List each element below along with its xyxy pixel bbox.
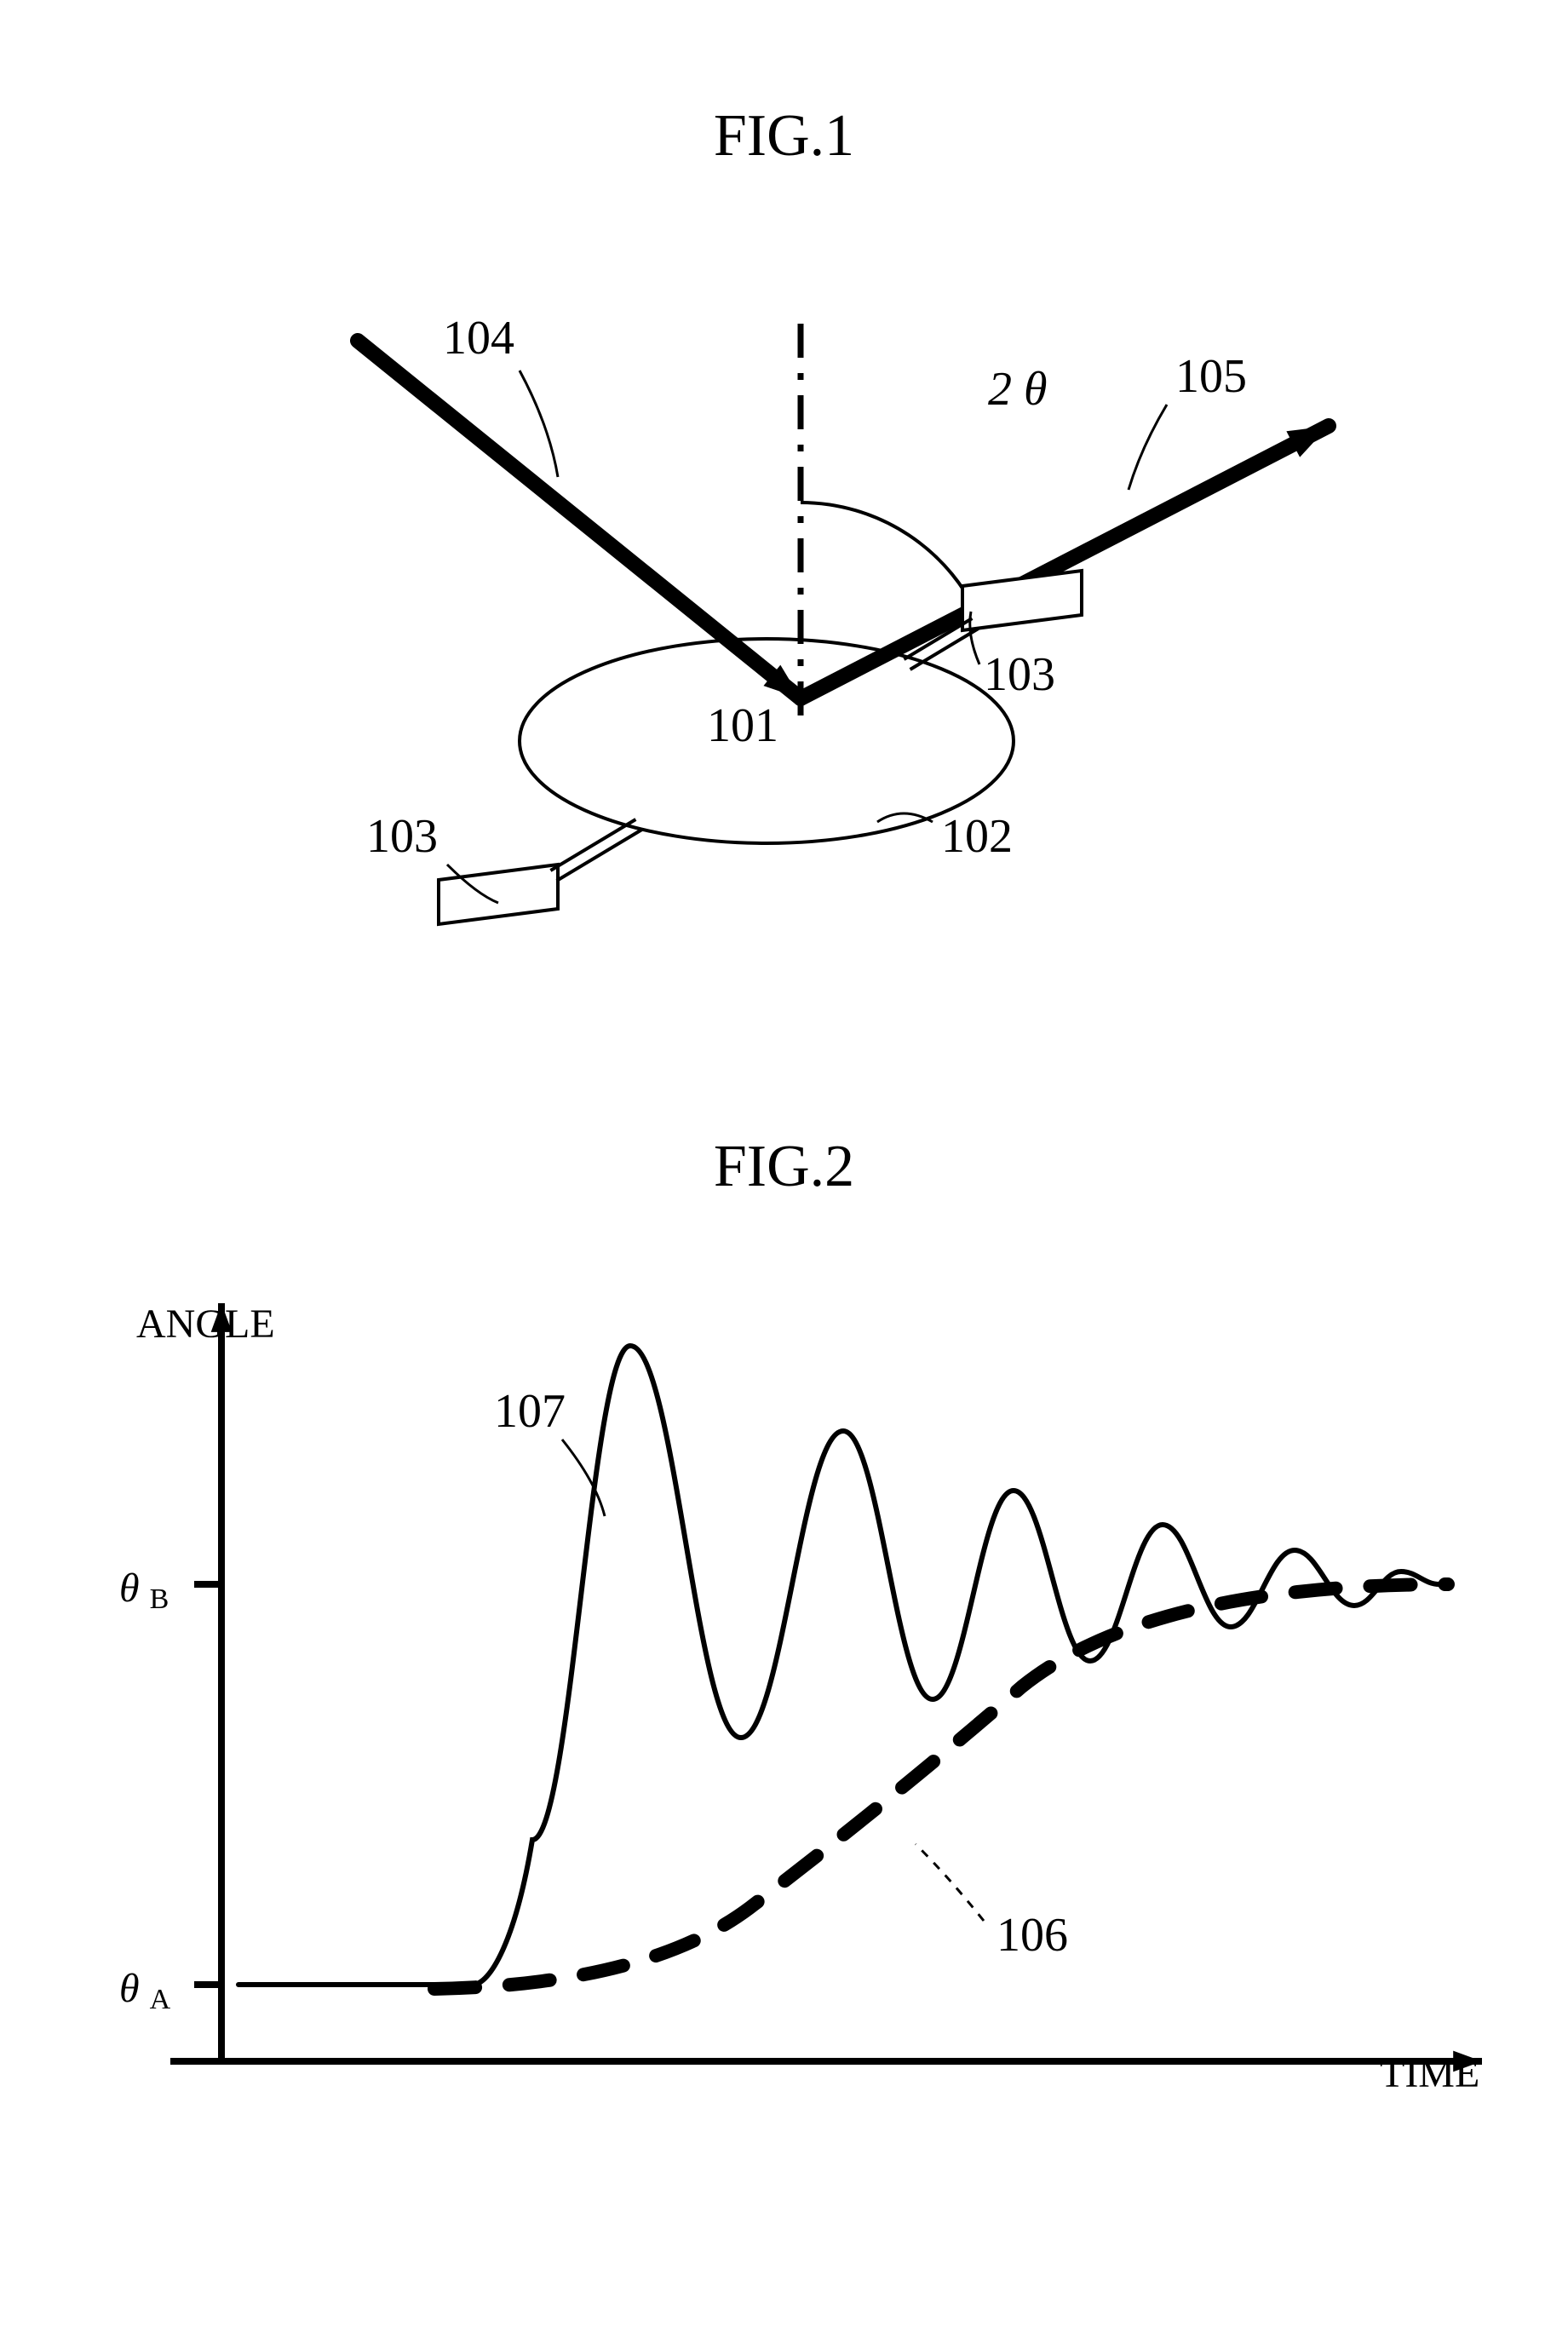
diffracted-beam bbox=[801, 426, 1329, 698]
electrode-arm bbox=[557, 830, 642, 881]
two-theta-arc bbox=[801, 503, 981, 622]
ref-label-102: 102 bbox=[941, 810, 1013, 863]
ref-label-107: 107 bbox=[494, 1385, 566, 1438]
ref-label-105: 105 bbox=[1175, 350, 1247, 403]
incident-beam bbox=[358, 341, 801, 698]
fig2-chart: ANGLE TIME θ A θ B 106 107 bbox=[0, 1244, 1568, 2181]
ref-label-106: 106 bbox=[997, 1909, 1068, 1962]
x-axis-label: TIME bbox=[1380, 2051, 1479, 2096]
theta-a-label: θ A bbox=[119, 1966, 171, 2015]
fig2-title: FIG.2 bbox=[0, 1133, 1568, 1201]
fig1-title: FIG.1 bbox=[0, 102, 1568, 170]
fig1-diagram: 2 θ 101 102 103 103 104 105 bbox=[0, 238, 1568, 1005]
ref-label-103: 103 bbox=[366, 810, 438, 863]
ref-label-103: 103 bbox=[984, 648, 1055, 701]
electrode-pad bbox=[962, 571, 1082, 630]
ref-label-101: 101 bbox=[707, 699, 778, 752]
electrode-arm bbox=[550, 819, 635, 871]
ref-label-104: 104 bbox=[443, 312, 514, 365]
curve-107 bbox=[238, 1346, 1439, 1985]
two-theta-label: 2 θ bbox=[988, 363, 1048, 416]
curve-106 bbox=[434, 1584, 1448, 1989]
callout-leader bbox=[520, 371, 558, 477]
y-axis-label: ANGLE bbox=[136, 1302, 275, 1347]
theta-b-label: θ B bbox=[119, 1566, 169, 1615]
callout-leader bbox=[1129, 405, 1167, 490]
callout-leader bbox=[916, 1844, 984, 1921]
